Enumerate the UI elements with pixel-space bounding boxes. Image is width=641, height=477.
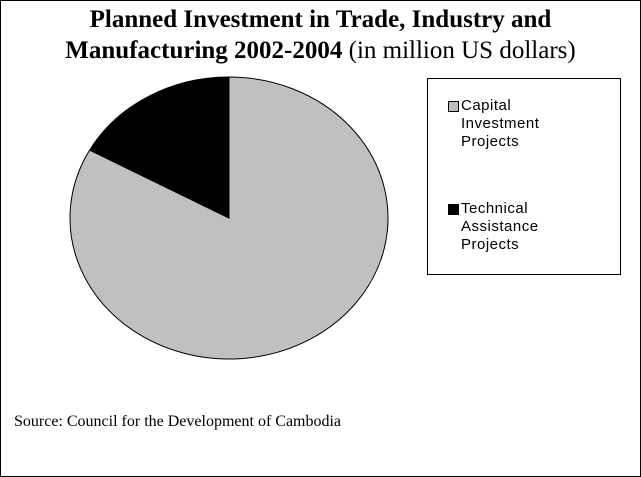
legend-label: Capital Investment Projects <box>461 97 540 150</box>
legend: Capital Investment Projects Technical Ass… <box>427 78 621 275</box>
chart-title-block: Planned Investment in Trade, Industry an… <box>10 4 631 66</box>
legend-entry: Capital Investment Projects <box>448 97 598 151</box>
chart-subtitle: (in million US dollars) <box>348 37 576 64</box>
legend-entry: Technical Assistance Projects <box>448 200 598 254</box>
chart-title: Planned Investment in Trade, Industry an… <box>65 6 552 64</box>
source-note: Source: Council for the Development of C… <box>14 413 342 430</box>
legend-swatch <box>448 204 459 215</box>
pie-slice <box>88 76 230 219</box>
legend-swatch <box>448 101 459 112</box>
legend-label: Technical Assistance Projects <box>461 200 539 253</box>
